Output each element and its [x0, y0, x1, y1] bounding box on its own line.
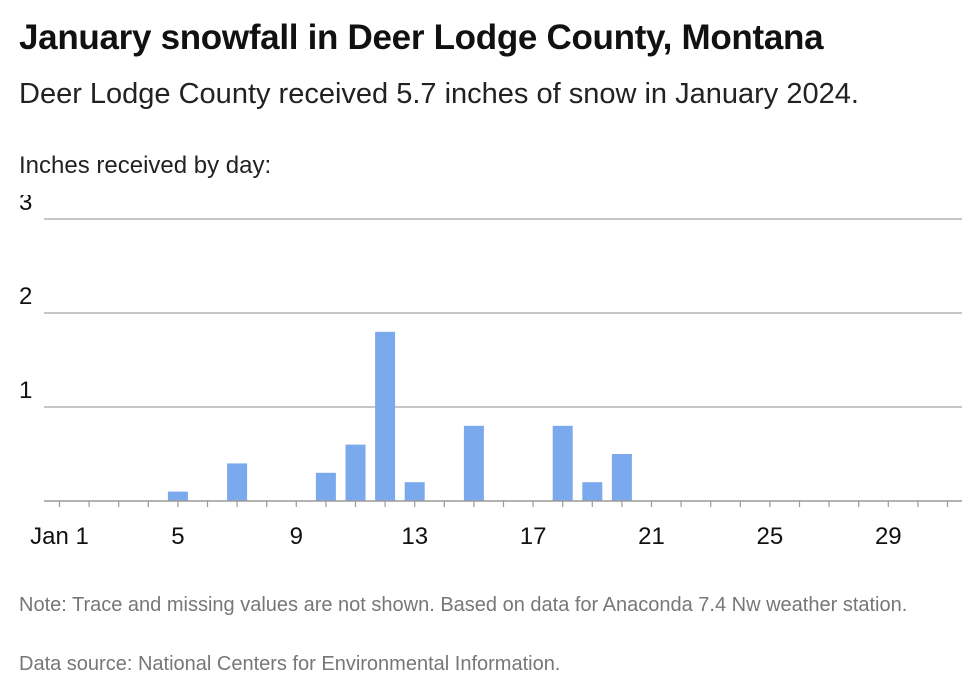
x-tick-label: 21 [638, 523, 665, 550]
x-axis [44, 500, 962, 507]
snowfall-bar-chart: 1 2 3 Jan 1 5 9 13 17 21 25 29 [19, 195, 962, 550]
chart-note: Note: Trace and missing values are not s… [19, 594, 908, 616]
bar-day-10 [315, 472, 336, 501]
bars [167, 331, 632, 501]
x-tick-label: 29 [875, 523, 902, 550]
bar-day-19 [582, 482, 603, 501]
chart-subtitle: Deer Lodge County received 5.7 inches of… [19, 78, 859, 110]
tick-labels: 1 2 3 Jan 1 5 9 13 17 21 25 29 [19, 195, 902, 550]
bar-day-13 [404, 482, 425, 501]
gridlines [44, 218, 962, 408]
bar-day-15 [463, 425, 484, 501]
bar-day-12 [375, 331, 396, 501]
bar-day-5 [167, 491, 188, 501]
x-tick-label: 25 [757, 523, 784, 550]
bar-day-7 [227, 463, 248, 501]
y-tick-label: 2 [19, 283, 32, 310]
y-axis-label: Inches received by day: [19, 152, 272, 179]
x-tick-label: 9 [290, 523, 303, 550]
data-source: Data source: National Centers for Enviro… [19, 653, 561, 675]
chart-title: January snowfall in Deer Lodge County, M… [19, 18, 824, 57]
y-tick-label: 3 [19, 195, 32, 216]
bar-day-18 [552, 425, 573, 501]
bar-day-11 [345, 444, 366, 501]
y-tick-label: 1 [19, 377, 32, 404]
x-tick-label: 13 [401, 523, 428, 550]
bar-day-20 [611, 454, 632, 501]
x-tick-label: 17 [520, 523, 547, 550]
x-tick-label: 5 [171, 523, 184, 550]
x-tick-label: Jan 1 [30, 523, 89, 550]
